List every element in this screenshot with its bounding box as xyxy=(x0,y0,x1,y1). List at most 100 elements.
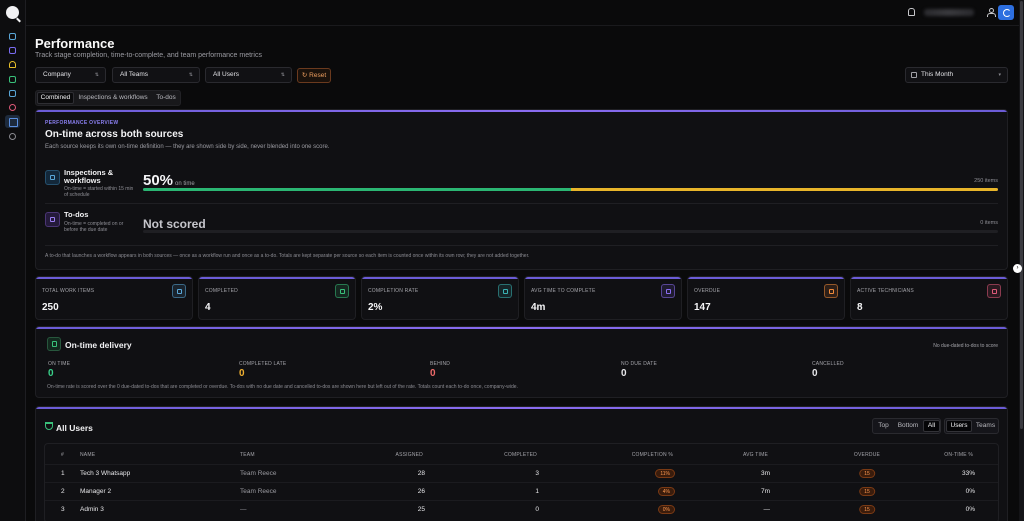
teams-select[interactable]: All Teams ⇅ xyxy=(112,67,200,83)
card-accent-line xyxy=(36,327,1007,329)
range-top-button[interactable]: Top xyxy=(878,422,889,429)
sidebar-item-checklist-icon[interactable] xyxy=(9,76,16,83)
stat-card: AVG TIME TO COMPLETE 4m xyxy=(524,276,682,320)
sidebar-item-bell-icon[interactable] xyxy=(9,61,16,68)
page-title: Performance xyxy=(35,36,115,51)
sidebar-item-performance-icon[interactable] xyxy=(5,115,20,128)
late-bar-segment xyxy=(570,188,998,191)
table-row[interactable]: 1 Tech 3 Whatsapp Team Reece 28 3 11% 3m 15 33% xyxy=(45,464,998,482)
stat-value: 4m xyxy=(531,302,546,313)
card-accent-line xyxy=(525,277,681,279)
delivery-note: No due-dated to-dos to score xyxy=(933,343,998,349)
source-name: Inspections & workflows xyxy=(64,168,114,185)
column-header[interactable]: # xyxy=(61,452,64,458)
clock-icon xyxy=(661,284,675,298)
scrollbar-thumb[interactable] xyxy=(1020,1,1023,429)
overview-description: Each source keeps its own on-time defini… xyxy=(45,144,330,150)
column-header[interactable]: AVG TIME xyxy=(742,452,768,458)
cell-team: — xyxy=(240,506,247,513)
check-circle-icon xyxy=(335,284,349,298)
card-accent-line xyxy=(362,277,518,279)
source-row-todos: To-dos On-time = completed on or before … xyxy=(45,206,998,246)
column-header[interactable]: TEAM xyxy=(240,452,255,458)
sidebar-item-settings-icon[interactable] xyxy=(9,133,16,140)
delivery-title: On-time delivery xyxy=(65,340,132,350)
calendar-check-icon xyxy=(47,337,61,351)
cell-completed: 3 xyxy=(535,470,539,477)
calendar-icon xyxy=(911,72,917,78)
delivery-metric-value: 0 xyxy=(430,368,436,379)
cell-assigned: 26 xyxy=(417,488,425,495)
delivery-metric-label: ON TIME xyxy=(48,361,71,367)
source-note: On-time = started within 15 min of sched… xyxy=(64,186,134,198)
card-accent-line xyxy=(851,277,1007,279)
cell-completion: 4% xyxy=(657,487,675,496)
column-header[interactable]: NAME xyxy=(80,452,96,458)
cell-on-time: 0% xyxy=(965,488,975,495)
sidebar-item-clock-icon[interactable] xyxy=(9,104,16,111)
range-all-button[interactable]: All xyxy=(923,420,940,432)
on-time-bar-segment xyxy=(143,188,571,191)
range-toggle: Top Bottom All xyxy=(872,418,941,434)
on-time-percent: 50% xyxy=(143,172,174,189)
column-header[interactable]: ON-TIME % xyxy=(944,452,973,458)
view-teams-button[interactable]: Teams xyxy=(975,422,996,429)
stat-label: COMPLETED xyxy=(205,288,238,294)
tab-inspections-workflows[interactable]: Inspections & workflows xyxy=(78,94,148,101)
table-row[interactable]: 2 Manager 2 Team Reece 26 1 4% 7m 15 0% xyxy=(45,482,998,500)
on-time-progress-bar xyxy=(143,188,998,191)
user-icon[interactable] xyxy=(987,8,996,17)
column-header[interactable]: OVERDUE xyxy=(853,452,881,458)
all-users-card: All Users Top Bottom All Users Teams # NA… xyxy=(35,406,1008,521)
card-accent-line xyxy=(199,277,355,279)
sidebar-item-grid-icon[interactable] xyxy=(9,47,16,54)
collapse-handle-icon[interactable]: › xyxy=(1013,264,1022,273)
column-header[interactable]: COMPLETION % xyxy=(631,452,673,458)
source-items-count: 250 items xyxy=(974,178,998,184)
source-name: To-dos xyxy=(64,210,89,219)
delivery-footnote: On-time rate is scored over the 0 due-da… xyxy=(47,384,518,390)
todo-list-icon xyxy=(45,212,60,227)
sidebar-item-calendar-icon[interactable] xyxy=(9,90,16,97)
theme-toggle-button[interactable] xyxy=(998,5,1014,20)
stat-label: OVERDUE xyxy=(694,288,721,294)
stat-value: 250 xyxy=(42,302,59,313)
date-range-select[interactable]: This Month ▾ xyxy=(905,67,1008,83)
company-select[interactable]: Company ⇅ xyxy=(35,67,106,83)
date-range-value: This Month xyxy=(921,71,954,78)
users-icon xyxy=(987,284,1001,298)
search-logo-icon[interactable] xyxy=(6,6,19,19)
delivery-metric-label: NO DUE DATE xyxy=(621,361,657,367)
source-note: On-time = completed on or before the due… xyxy=(64,221,124,233)
tab-combined[interactable]: Combined xyxy=(37,92,74,104)
performance-overview-card: PERFORMANCE OVERVIEW On-time across both… xyxy=(35,109,1008,270)
sidebar-item-clipboard-icon[interactable] xyxy=(9,33,16,40)
cell-completed: 1 xyxy=(535,488,539,495)
range-bottom-button[interactable]: Bottom xyxy=(897,422,919,429)
clipboard-icon xyxy=(172,284,186,298)
reset-button[interactable]: ↻ Reset xyxy=(297,68,331,83)
column-header[interactable]: ASSIGNED xyxy=(395,452,423,458)
notification-bell-icon[interactable] xyxy=(908,8,915,16)
stat-card: OVERDUE 147 xyxy=(687,276,845,320)
delivery-metric-label: COMPLETED LATE xyxy=(239,361,287,367)
source-items-count: 0 items xyxy=(980,220,998,226)
delivery-metric-label: CANCELLED xyxy=(812,361,844,367)
cell-overdue: 15 xyxy=(859,505,875,514)
source-row-inspections: Inspections & workflows On-time = starte… xyxy=(45,164,998,204)
view-users-button[interactable]: Users xyxy=(946,420,972,432)
tab-todos[interactable]: To-dos xyxy=(156,94,176,101)
delivery-metric-label: BEHIND xyxy=(430,361,451,367)
table-row[interactable]: 3 Admin 3 — 25 0 0% — 15 0% xyxy=(45,500,998,518)
stat-card: COMPLETION RATE 2% xyxy=(361,276,519,320)
delivery-metric-value: 0 xyxy=(239,368,245,379)
cell-completed: 0 xyxy=(535,506,539,513)
column-header[interactable]: COMPLETED xyxy=(504,452,537,458)
users-title: All Users xyxy=(56,423,93,433)
stat-value: 8 xyxy=(857,302,863,313)
percent-icon xyxy=(498,284,512,298)
users-select[interactable]: All Users ⇅ xyxy=(205,67,292,83)
card-accent-line xyxy=(688,277,844,279)
cell-rank: 2 xyxy=(61,488,65,495)
page-scrollbar[interactable] xyxy=(1019,0,1024,521)
